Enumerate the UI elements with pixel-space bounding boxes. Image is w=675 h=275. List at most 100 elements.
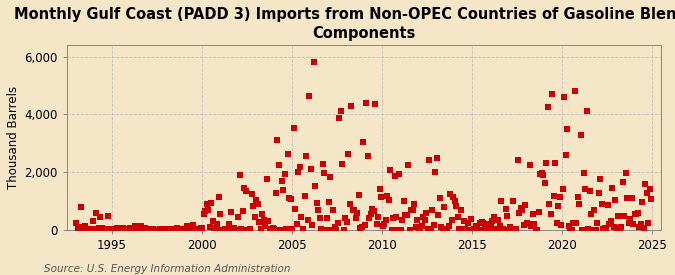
Point (414, 227, 425, 232)
Point (619, 214, 630, 219)
Point (376, 195, 387, 199)
Point (441, 227, 452, 232)
Point (314, 216, 325, 220)
Point (614, 226, 625, 230)
Point (542, 105, 553, 109)
Point (618, 180, 628, 185)
Point (117, 226, 128, 230)
Point (149, 227, 160, 232)
Point (499, 227, 510, 232)
Point (568, 220, 578, 225)
Point (157, 227, 167, 232)
Point (457, 227, 468, 232)
Point (170, 227, 181, 232)
Point (377, 224, 388, 229)
Point (340, 216, 350, 221)
Point (310, 184, 321, 188)
Point (279, 171, 290, 176)
Point (493, 218, 504, 222)
Point (418, 215, 429, 220)
Point (153, 227, 164, 232)
Point (571, 221, 582, 225)
Point (236, 227, 247, 231)
Point (192, 227, 203, 232)
Point (360, 101, 371, 105)
Point (179, 227, 190, 231)
Point (635, 222, 646, 227)
Point (401, 213, 412, 217)
Point (89, 227, 100, 231)
Point (591, 227, 601, 232)
Point (266, 227, 277, 232)
Point (176, 227, 187, 231)
Point (510, 227, 520, 232)
Point (278, 188, 289, 192)
Point (613, 214, 624, 219)
Point (362, 154, 373, 159)
Point (93, 226, 104, 230)
Point (446, 218, 457, 222)
Text: Source: U.S. Energy Information Administration: Source: U.S. Energy Information Administ… (44, 264, 290, 274)
Point (580, 186, 591, 191)
Point (403, 163, 414, 167)
Point (335, 109, 346, 113)
Point (554, 195, 565, 200)
Point (185, 226, 196, 230)
Point (607, 186, 618, 191)
Point (87, 218, 98, 223)
Point (260, 224, 271, 228)
Point (317, 162, 328, 166)
Point (289, 126, 300, 130)
Point (356, 224, 367, 229)
Point (494, 223, 505, 228)
Point (452, 215, 463, 219)
Point (323, 200, 334, 204)
Point (391, 215, 402, 219)
Point (547, 92, 558, 96)
Point (500, 207, 511, 211)
Point (599, 226, 610, 230)
Point (134, 227, 144, 231)
Point (616, 225, 626, 229)
Point (598, 226, 609, 231)
Point (329, 225, 340, 230)
Point (119, 227, 130, 232)
Point (612, 227, 622, 232)
Point (304, 94, 315, 98)
Point (161, 227, 171, 232)
Point (531, 227, 541, 232)
Point (344, 201, 355, 206)
Point (458, 219, 469, 223)
Point (298, 227, 308, 231)
Point (379, 221, 389, 226)
Point (383, 198, 394, 202)
Point (308, 60, 319, 65)
Point (574, 202, 585, 206)
Point (190, 227, 200, 232)
Point (485, 222, 496, 226)
Point (639, 226, 649, 230)
Point (223, 227, 234, 232)
Point (215, 212, 226, 217)
Point (532, 227, 543, 232)
Point (240, 189, 251, 194)
Point (272, 138, 283, 142)
Point (526, 224, 537, 228)
Point (198, 211, 209, 216)
Point (343, 151, 354, 156)
Point (164, 227, 175, 231)
Point (428, 222, 439, 227)
Point (511, 227, 522, 232)
Point (412, 217, 423, 222)
Point (104, 227, 115, 231)
Point (610, 198, 621, 203)
Point (98, 227, 109, 232)
Point (273, 163, 284, 167)
Point (539, 180, 550, 185)
Point (229, 226, 240, 231)
Point (505, 224, 516, 229)
Point (551, 221, 562, 225)
Point (559, 95, 570, 99)
Point (491, 227, 502, 231)
Point (238, 209, 248, 214)
